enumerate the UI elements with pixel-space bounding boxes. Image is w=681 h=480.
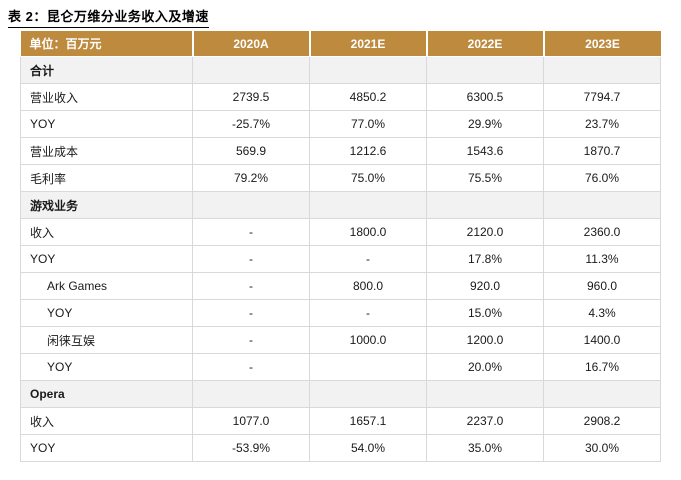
row-label: Opera	[20, 380, 193, 408]
table-row: Opera	[20, 380, 661, 408]
table-header-row: 单位：百万元 2020A 2021E 2022E 2023E	[20, 31, 661, 57]
unit-label: 单位：百万元	[20, 31, 193, 57]
cell-2023E: 1870.7	[543, 137, 661, 165]
cell-2020A: 2739.5	[192, 83, 310, 111]
cell-2020A: -	[192, 245, 310, 273]
cell-2023E: 2908.2	[543, 407, 661, 435]
table-row: 合计	[20, 56, 661, 84]
cell-2023E: 960.0	[543, 272, 661, 300]
cell-2021E: 77.0%	[309, 110, 427, 138]
cell-2023E: 7794.7	[543, 83, 661, 111]
cell-2023E: 23.7%	[543, 110, 661, 138]
cell-2020A: 1077.0	[192, 407, 310, 435]
row-label: 营业收入	[20, 83, 193, 111]
cell-2023E	[543, 380, 661, 408]
table-row: YOY - - 15.0% 4.3%	[20, 299, 661, 327]
cell-2023E: 76.0%	[543, 164, 661, 192]
cell-2023E: 11.3%	[543, 245, 661, 273]
cell-2020A: -53.9%	[192, 434, 310, 462]
cell-2022E: 2237.0	[426, 407, 544, 435]
cell-2022E: 15.0%	[426, 299, 544, 327]
cell-2022E: 1200.0	[426, 326, 544, 354]
table-row: 游戏业务	[20, 191, 661, 219]
cell-2020A: -	[192, 353, 310, 381]
row-label: 收入	[20, 407, 193, 435]
cell-2023E: 16.7%	[543, 353, 661, 381]
table-row: 闲徕互娱 - 1000.0 1200.0 1400.0	[20, 326, 661, 354]
cell-2022E	[426, 56, 544, 84]
row-label: 收入	[20, 218, 193, 246]
cell-2020A: -	[192, 272, 310, 300]
cell-2022E: 35.0%	[426, 434, 544, 462]
row-label: 营业成本	[20, 137, 193, 165]
cell-2023E: 4.3%	[543, 299, 661, 327]
cell-2021E	[309, 380, 427, 408]
table-row: 毛利率 79.2% 75.0% 75.5% 76.0%	[20, 164, 661, 192]
cell-2021E: 1000.0	[309, 326, 427, 354]
cell-2021E	[309, 191, 427, 219]
cell-2021E: 800.0	[309, 272, 427, 300]
cell-2022E	[426, 191, 544, 219]
table-row: 营业成本 569.9 1212.6 1543.6 1870.7	[20, 137, 661, 165]
cell-2022E: 20.0%	[426, 353, 544, 381]
row-label: 闲徕互娱	[20, 326, 193, 354]
cell-2021E: 75.0%	[309, 164, 427, 192]
row-label: 毛利率	[20, 164, 193, 192]
row-label: YOY	[20, 110, 193, 138]
cell-2022E: 17.8%	[426, 245, 544, 273]
cell-2022E: 6300.5	[426, 83, 544, 111]
cell-2022E: 75.5%	[426, 164, 544, 192]
cell-2020A: -	[192, 218, 310, 246]
table-row: YOY -53.9% 54.0% 35.0% 30.0%	[20, 434, 661, 462]
business-revenue-table: 单位：百万元 2020A 2021E 2022E 2023E 合计 营业收入 2…	[20, 31, 661, 462]
row-label: YOY	[20, 245, 193, 273]
cell-2021E: 1212.6	[309, 137, 427, 165]
table-row: YOY - 20.0% 16.7%	[20, 353, 661, 381]
row-label: YOY	[20, 434, 193, 462]
cell-2020A: -	[192, 299, 310, 327]
table-row: 收入 1077.0 1657.1 2237.0 2908.2	[20, 407, 661, 435]
cell-2020A	[192, 380, 310, 408]
cell-2022E: 1543.6	[426, 137, 544, 165]
column-header-2020A: 2020A	[191, 31, 310, 57]
cell-2020A: -	[192, 326, 310, 354]
cell-2023E	[543, 191, 661, 219]
cell-2021E: 1800.0	[309, 218, 427, 246]
column-header-2021E: 2021E	[308, 31, 427, 57]
cell-2021E: 1657.1	[309, 407, 427, 435]
table-row: 营业收入 2739.5 4850.2 6300.5 7794.7	[20, 83, 661, 111]
cell-2023E: 2360.0	[543, 218, 661, 246]
cell-2021E: 4850.2	[309, 83, 427, 111]
row-label: 游戏业务	[20, 191, 193, 219]
cell-2020A	[192, 56, 310, 84]
cell-2023E	[543, 56, 661, 84]
cell-2020A: -25.7%	[192, 110, 310, 138]
table-row: YOY -25.7% 77.0% 29.9% 23.7%	[20, 110, 661, 138]
cell-2021E: -	[309, 245, 427, 273]
row-label: Ark Games	[20, 272, 193, 300]
cell-2021E: -	[309, 299, 427, 327]
table-row: 收入 - 1800.0 2120.0 2360.0	[20, 218, 661, 246]
row-label: 合计	[20, 56, 193, 84]
cell-2020A	[192, 191, 310, 219]
cell-2023E: 1400.0	[543, 326, 661, 354]
row-label: YOY	[20, 353, 193, 381]
cell-2022E: 2120.0	[426, 218, 544, 246]
table-title: 表 2：昆仑万维分业务收入及增速	[8, 6, 209, 28]
cell-2021E: 54.0%	[309, 434, 427, 462]
cell-2021E	[309, 353, 427, 381]
column-header-2022E: 2022E	[425, 31, 544, 57]
cell-2023E: 30.0%	[543, 434, 661, 462]
table-row: YOY - - 17.8% 11.3%	[20, 245, 661, 273]
cell-2021E	[309, 56, 427, 84]
cell-2020A: 79.2%	[192, 164, 310, 192]
row-label: YOY	[20, 299, 193, 327]
cell-2022E: 920.0	[426, 272, 544, 300]
table-row: Ark Games - 800.0 920.0 960.0	[20, 272, 661, 300]
cell-2022E	[426, 380, 544, 408]
column-header-2023E: 2023E	[542, 31, 661, 57]
cell-2022E: 29.9%	[426, 110, 544, 138]
cell-2020A: 569.9	[192, 137, 310, 165]
